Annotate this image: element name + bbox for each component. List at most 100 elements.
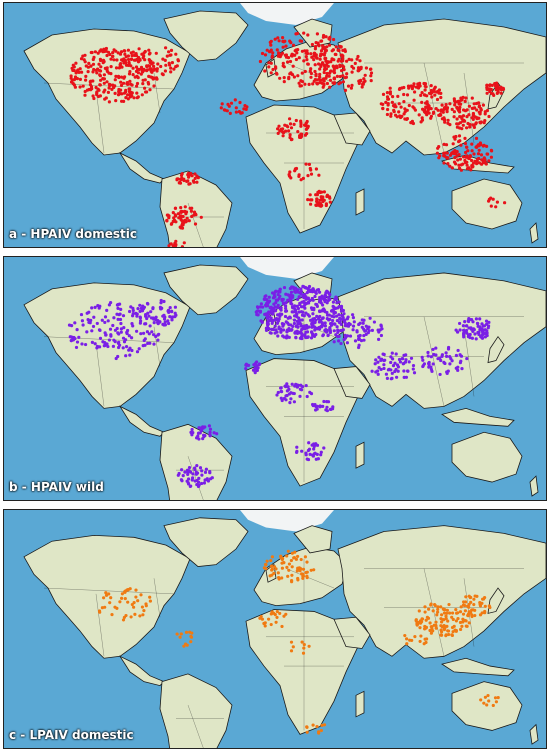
outbreak-point [469, 610, 473, 614]
outbreak-point [274, 317, 278, 321]
outbreak-point [287, 562, 291, 566]
outbreak-point [292, 75, 296, 79]
land-new-zealand [529, 475, 539, 497]
country-border [95, 593, 105, 657]
outbreak-point [266, 319, 270, 324]
outbreak-point [362, 77, 366, 81]
outbreak-point [312, 442, 316, 446]
outbreak-point [483, 335, 487, 339]
outbreak-point [261, 305, 265, 309]
outbreak-point [278, 611, 282, 615]
outbreak-point [130, 348, 134, 353]
outbreak-point [321, 44, 325, 48]
outbreak-point [458, 115, 462, 119]
outbreak-point [279, 386, 283, 390]
outbreak-point [339, 45, 343, 49]
outbreak-point [493, 696, 498, 700]
outbreak-point [400, 356, 404, 361]
outbreak-points [69, 31, 507, 247]
outbreak-point [306, 335, 310, 339]
outbreak-point [306, 174, 310, 178]
outbreak-point [100, 318, 104, 322]
outbreak-point [445, 611, 449, 615]
outbreak-point [174, 239, 178, 243]
outbreak-point [461, 617, 465, 621]
outbreak-point [401, 362, 405, 366]
outbreak-point [163, 320, 167, 324]
outbreak-point [197, 476, 201, 480]
outbreak-point [446, 156, 450, 160]
outbreak-point [324, 203, 328, 208]
land-madagascar [355, 690, 365, 718]
outbreak-point [277, 39, 281, 43]
outbreak-point [367, 325, 371, 329]
outbreak-point [442, 624, 446, 628]
outbreak-point [478, 604, 483, 608]
outbreak-point [466, 614, 470, 618]
outbreak-point [377, 330, 381, 334]
outbreak-point [314, 167, 318, 171]
outbreak-point [156, 338, 160, 342]
outbreak-point [215, 432, 219, 436]
outbreak-point [458, 110, 462, 114]
outbreak-point [484, 319, 489, 323]
outbreak-point [93, 50, 97, 54]
outbreak-point [138, 321, 142, 325]
outbreak-point [269, 39, 273, 43]
outbreak-point [357, 343, 361, 347]
outbreak-point [317, 315, 321, 319]
outbreak-point [126, 97, 130, 101]
country-border [153, 326, 161, 367]
outbreak-point [305, 560, 309, 564]
outbreak-point [342, 319, 346, 324]
outbreak-point [148, 324, 152, 328]
outbreak-point [289, 290, 294, 294]
outbreak-point [292, 556, 296, 560]
outbreak-point [436, 108, 440, 112]
outbreak-point [466, 149, 470, 153]
outbreak-point [321, 199, 325, 204]
outbreak-point [83, 89, 87, 94]
outbreak-point [111, 323, 115, 328]
outbreak-point [170, 61, 174, 65]
outbreak-point [382, 363, 386, 367]
outbreak-point [91, 70, 95, 74]
outbreak-point [332, 81, 336, 86]
outbreak-point [143, 86, 147, 90]
outbreak-point [93, 305, 97, 309]
outbreak-point [103, 315, 108, 319]
outbreak-point [446, 121, 450, 125]
outbreak-point [451, 617, 455, 622]
outbreak-point [386, 103, 390, 107]
outbreak-point [239, 111, 243, 115]
outbreak-point [436, 146, 440, 150]
outbreak-point [289, 126, 294, 130]
outbreak-point [307, 314, 311, 318]
outbreak-point [290, 551, 294, 555]
outbreak-point [302, 646, 306, 650]
outbreak-point [152, 321, 156, 325]
outbreak-point [450, 151, 454, 156]
outbreak-point [90, 340, 94, 344]
outbreak-point [263, 297, 267, 302]
outbreak-point [103, 340, 107, 345]
outbreak-point [115, 312, 119, 316]
outbreak-point [265, 313, 269, 317]
outbreak-point [464, 619, 468, 623]
outbreak-point [318, 75, 322, 79]
outbreak-point [245, 105, 249, 109]
outbreak-point [292, 321, 296, 326]
outbreak-point [279, 308, 283, 312]
outbreak-point [341, 57, 345, 61]
outbreak-point [436, 610, 440, 614]
outbreak-point [276, 131, 280, 135]
outbreak-point [442, 161, 446, 165]
outbreak-point [168, 305, 172, 310]
outbreak-point [457, 163, 461, 167]
country-border [285, 568, 335, 589]
outbreak-point [416, 82, 420, 86]
outbreak-point [179, 210, 183, 214]
outbreak-point [279, 556, 283, 560]
outbreak-point [303, 333, 307, 337]
outbreak-point [458, 157, 462, 161]
